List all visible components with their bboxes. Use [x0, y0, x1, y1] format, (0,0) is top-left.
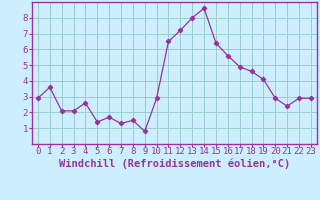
X-axis label: Windchill (Refroidissement éolien,°C): Windchill (Refroidissement éolien,°C): [59, 159, 290, 169]
